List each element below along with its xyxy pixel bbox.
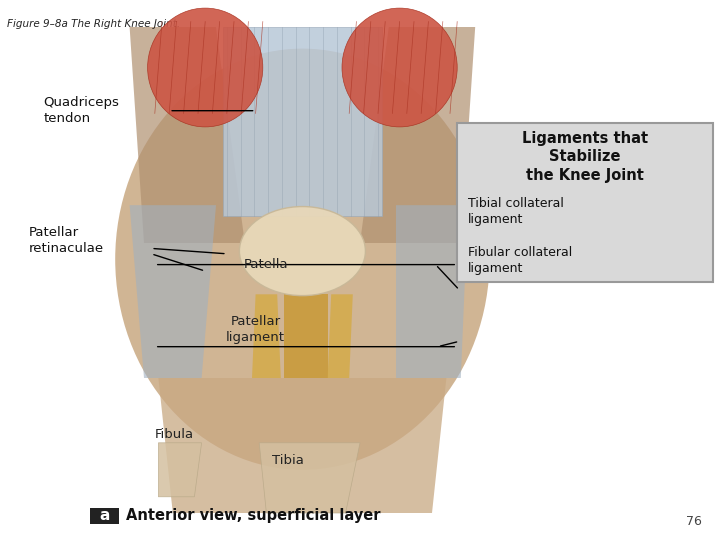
Text: 76: 76 — [686, 515, 702, 528]
Text: Fibular collateral
ligament: Fibular collateral ligament — [468, 246, 572, 275]
Polygon shape — [130, 205, 216, 378]
Text: Ligaments that
Stabilize
the Knee Joint: Ligaments that Stabilize the Knee Joint — [522, 131, 648, 183]
Ellipse shape — [148, 8, 263, 127]
Text: Patellar
retinaculae: Patellar retinaculae — [29, 226, 104, 255]
Text: Patella: Patella — [244, 258, 289, 271]
Polygon shape — [328, 294, 353, 378]
FancyBboxPatch shape — [457, 123, 713, 282]
Text: Figure 9–8a The Right Knee Joint.: Figure 9–8a The Right Knee Joint. — [7, 19, 180, 29]
Polygon shape — [252, 294, 281, 378]
Ellipse shape — [342, 8, 457, 127]
FancyBboxPatch shape — [90, 508, 119, 524]
Polygon shape — [360, 27, 475, 243]
Ellipse shape — [115, 49, 490, 470]
Polygon shape — [284, 294, 328, 378]
Polygon shape — [158, 443, 202, 497]
Polygon shape — [259, 443, 360, 513]
Text: Tibial collateral
ligament: Tibial collateral ligament — [468, 197, 564, 226]
Text: Tibia: Tibia — [272, 454, 304, 467]
Text: Quadriceps
tendon: Quadriceps tendon — [43, 96, 119, 125]
Polygon shape — [158, 378, 446, 513]
Polygon shape — [223, 27, 382, 216]
Text: Anterior view, superficial layer: Anterior view, superficial layer — [126, 508, 380, 523]
Polygon shape — [130, 27, 245, 243]
Text: Fibula: Fibula — [155, 428, 194, 441]
Text: Patellar
ligament: Patellar ligament — [226, 315, 285, 344]
Ellipse shape — [239, 206, 365, 295]
Polygon shape — [396, 205, 468, 378]
Text: a: a — [99, 508, 109, 523]
